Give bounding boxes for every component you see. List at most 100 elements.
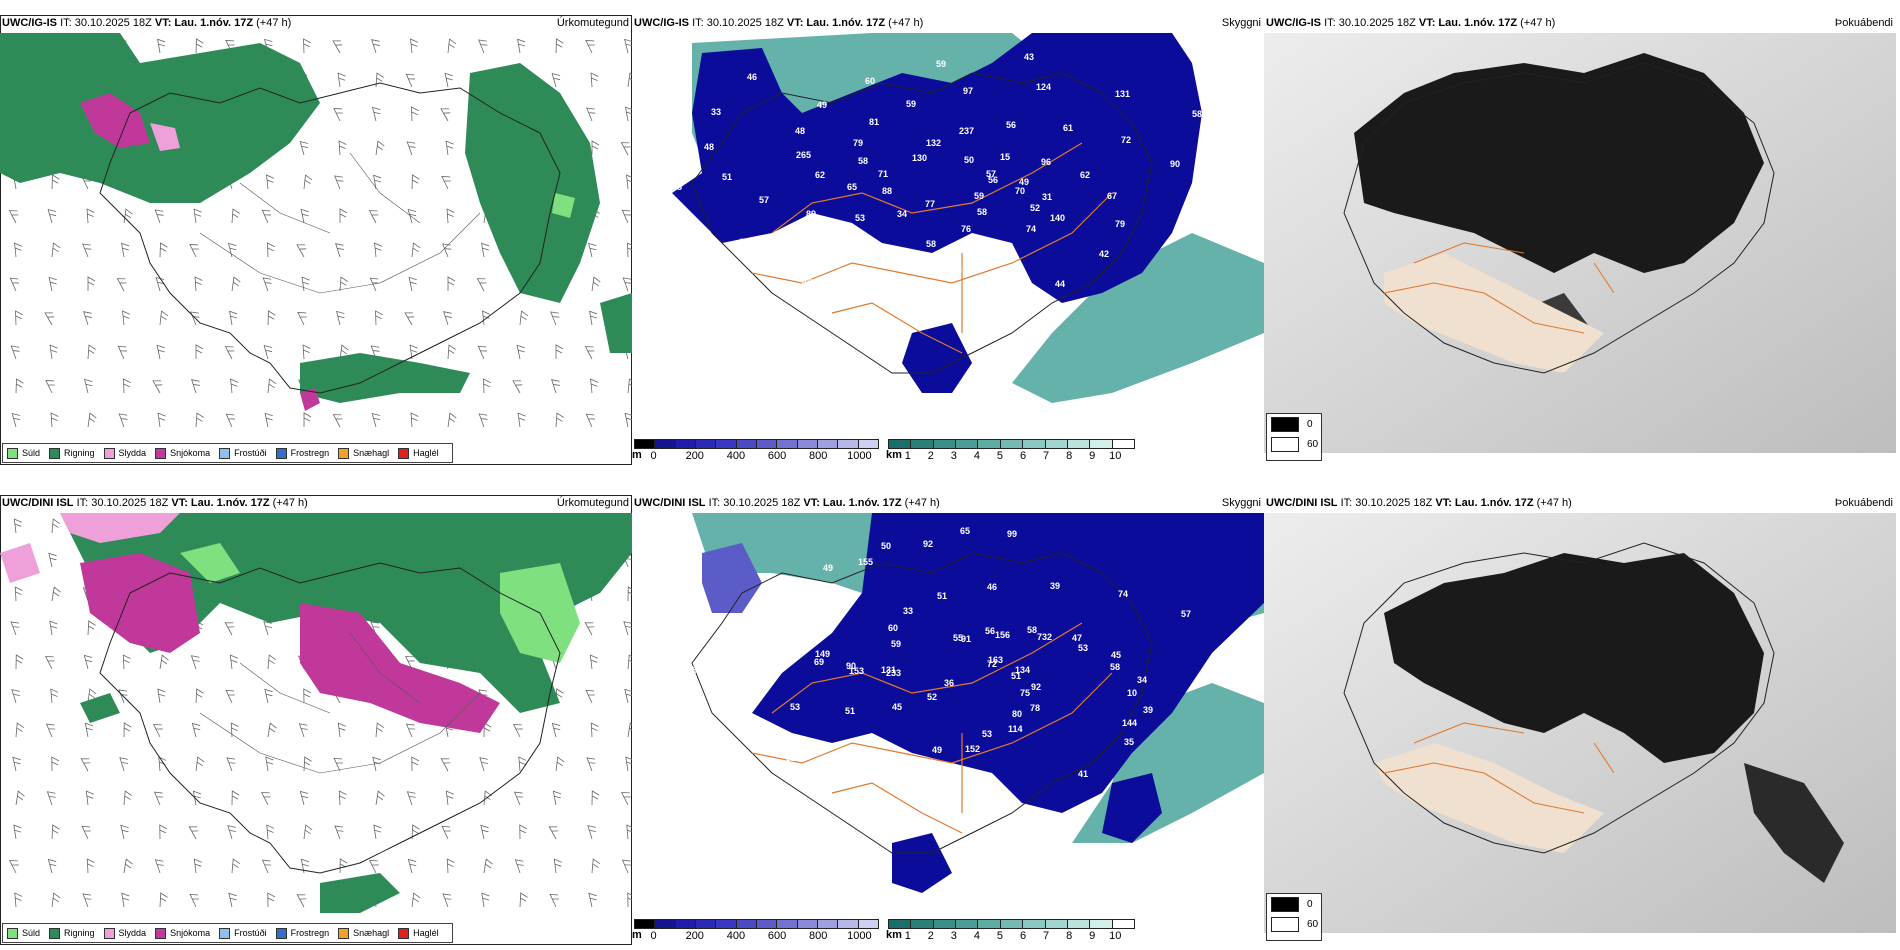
wind-barb bbox=[514, 859, 524, 874]
wind-barb bbox=[512, 724, 523, 738]
wind-barb bbox=[50, 688, 59, 704]
cloud-base-label: 265 bbox=[796, 150, 811, 160]
wind-barb bbox=[369, 277, 380, 292]
wind-barb bbox=[374, 242, 383, 258]
cloud-base-label: 75 bbox=[1020, 688, 1030, 698]
wind-barb bbox=[86, 208, 95, 224]
wind-barb bbox=[551, 379, 560, 394]
visibility-colorbar: 1 2 3 4 5 6 7 8 9 10 km bbox=[886, 439, 1135, 463]
colorbar-cell bbox=[736, 920, 757, 928]
wind-barb bbox=[585, 689, 595, 704]
wind-barb bbox=[627, 242, 632, 258]
height-colorbar-scale bbox=[634, 439, 879, 449]
cloud-base-label: 89 bbox=[806, 209, 816, 219]
wind-barb bbox=[157, 38, 166, 54]
wind-barb bbox=[228, 892, 237, 908]
cloud-base-label: 59 bbox=[974, 191, 984, 201]
panel-header: UWC/DINI ISL IT: 30.10.2025 18Z VT: Lau.… bbox=[2, 497, 308, 509]
fog-legend-label: 60 bbox=[1307, 918, 1319, 930]
cloud-base-label: 39 bbox=[1050, 581, 1060, 591]
wind-barb bbox=[512, 380, 523, 394]
colorbar-tick-label: 0 bbox=[650, 930, 657, 942]
wind-barb bbox=[231, 790, 240, 806]
wind-barb bbox=[14, 586, 23, 602]
wind-barb bbox=[441, 175, 451, 190]
wind-barb bbox=[587, 825, 597, 840]
wind-barb bbox=[624, 38, 632, 54]
cloud-base-label: 33 bbox=[903, 606, 913, 616]
wind-barb bbox=[298, 723, 308, 738]
cloud-base-label: 76 bbox=[961, 224, 971, 234]
wind-barb bbox=[477, 345, 488, 360]
low-cloud-area bbox=[672, 33, 1202, 303]
cloud-base-label: 48 bbox=[704, 142, 714, 152]
colorbar-cell bbox=[635, 920, 656, 928]
colorbar-tick-label: 5 bbox=[996, 450, 1004, 462]
wind-barb bbox=[410, 38, 419, 54]
low-fog-index-area bbox=[1354, 53, 1764, 273]
wind-barb bbox=[481, 892, 490, 908]
wind-barb bbox=[372, 106, 381, 122]
rain-area bbox=[465, 63, 600, 303]
wind-barb bbox=[12, 756, 21, 772]
wind-barb bbox=[118, 413, 128, 428]
valid-time: VT: Lau. 1.nóv. 17Z bbox=[1418, 17, 1518, 29]
colorbar-cell bbox=[736, 440, 757, 448]
wind-barb bbox=[586, 107, 596, 122]
visibility-colorbar: 1 2 3 4 5 6 7 8 9 10 km bbox=[886, 919, 1135, 943]
colorbar-cell bbox=[1090, 440, 1113, 448]
wind-barb bbox=[483, 790, 493, 806]
wind-barb bbox=[404, 656, 415, 670]
cloud-base-label: 74 bbox=[1118, 589, 1128, 599]
cloud-base-label: 59 bbox=[906, 99, 916, 109]
fog-legend-item: 60 bbox=[1267, 914, 1321, 934]
cloud-base-label: 77 bbox=[925, 199, 935, 209]
wind-barb bbox=[123, 722, 132, 738]
snow-area bbox=[80, 93, 150, 148]
wind-barb bbox=[267, 378, 277, 394]
precip-legend: Súld Rigning Slydda Snjókoma Frostúði Frostre… bbox=[2, 443, 453, 463]
wind-barb bbox=[447, 412, 457, 428]
rain-area bbox=[320, 873, 400, 913]
wind-barb bbox=[49, 344, 58, 360]
cloud-base-label: 49 bbox=[817, 100, 827, 110]
wind-barb bbox=[156, 344, 165, 360]
wind-barb bbox=[442, 893, 452, 908]
cloud-base-label: 52 bbox=[927, 692, 937, 702]
wind-barb bbox=[443, 311, 452, 326]
cloud-base-label: 155 bbox=[858, 557, 873, 567]
colorbar-cell bbox=[911, 440, 934, 448]
wind-barb bbox=[262, 277, 272, 292]
drizzle-area bbox=[180, 543, 240, 583]
roads bbox=[1383, 242, 1615, 334]
cloud-base-label: 152 bbox=[965, 744, 980, 754]
wind-barb bbox=[588, 892, 597, 908]
wind-barb bbox=[159, 824, 168, 840]
cloud-base-label: 35 bbox=[737, 688, 747, 698]
height-colorbar-scale bbox=[634, 919, 879, 929]
wind-barb bbox=[445, 790, 454, 806]
wind-barb bbox=[299, 790, 309, 806]
wind-barb bbox=[14, 242, 23, 258]
fog-legend-swatch bbox=[1271, 896, 1299, 912]
lowland-fill bbox=[1374, 743, 1604, 853]
snow-area bbox=[300, 388, 320, 411]
wind-barb bbox=[303, 756, 312, 772]
wind-barb bbox=[120, 824, 129, 840]
cloud-base-label: 78 bbox=[1030, 703, 1040, 713]
panel-header: UWC/DINI ISL IT: 30.10.2025 18Z VT: Lau.… bbox=[1266, 497, 1572, 509]
legend-label: Frostúði bbox=[234, 928, 267, 938]
lead-time: (+47 h) bbox=[1536, 497, 1572, 509]
colorbar-cell bbox=[1112, 920, 1134, 928]
wind-barb bbox=[585, 39, 595, 54]
wind-barb bbox=[303, 412, 312, 427]
wind-barb bbox=[332, 414, 343, 428]
wind-barb bbox=[9, 277, 20, 292]
cloud-base-label: 81 bbox=[869, 117, 879, 127]
wind-barb bbox=[225, 413, 236, 428]
cloud-base-label: 33 bbox=[711, 107, 721, 117]
wind-barb bbox=[231, 858, 241, 874]
wind-barb bbox=[44, 656, 55, 670]
low-fog-index-area bbox=[1384, 553, 1764, 763]
valid-time: VT: Lau. 1.nóv. 17Z bbox=[803, 497, 902, 509]
